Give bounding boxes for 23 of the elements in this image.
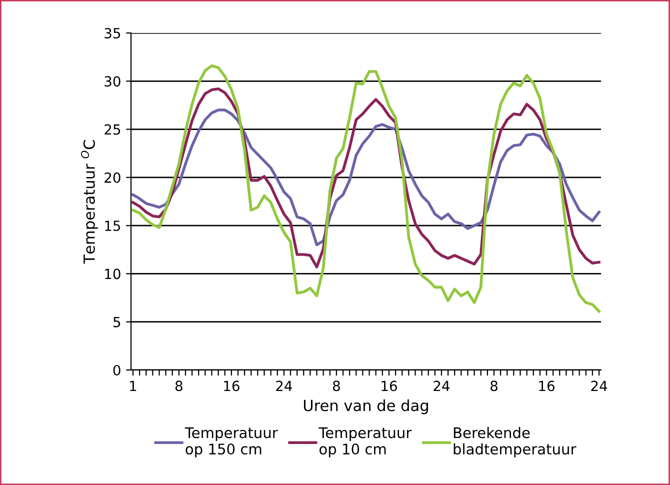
x-tick-label: 8 [490, 380, 498, 392]
x-axis-title: Uren van de dag [304, 399, 428, 414]
y-tick-label: 25 [104, 124, 120, 135]
y-tick-label: 30 [104, 76, 120, 87]
y-tick-label: 10 [105, 268, 120, 280]
legend-label: Berekende bladtemperatuur [454, 426, 576, 458]
x-tick-label: 24 [591, 380, 608, 391]
y-axis-title: Temperatuur $^{O}$C [80, 140, 98, 264]
y-tick-label: 0 [113, 364, 120, 376]
legend-label: Temperatuur op 10 cm [318, 427, 412, 458]
x-tick-label: 24 [276, 380, 292, 391]
x-tick-label: 16 [539, 380, 554, 392]
x-tick-label: 16 [224, 380, 240, 392]
y-tick-label: 20 [104, 172, 120, 183]
y-tick-label: 15 [105, 220, 120, 232]
y-tick-label: 35 [104, 28, 120, 38]
x-tick-label: 8 [332, 380, 340, 392]
x-tick-label: 1 [130, 380, 136, 391]
legend-label: Temperatuur op 150 cm [184, 427, 278, 458]
y-tick-label: 5 [114, 317, 120, 328]
x-tick-label: 24 [434, 380, 450, 391]
x-tick-label: 8 [175, 380, 182, 392]
x-tick-label: 16 [382, 380, 397, 392]
